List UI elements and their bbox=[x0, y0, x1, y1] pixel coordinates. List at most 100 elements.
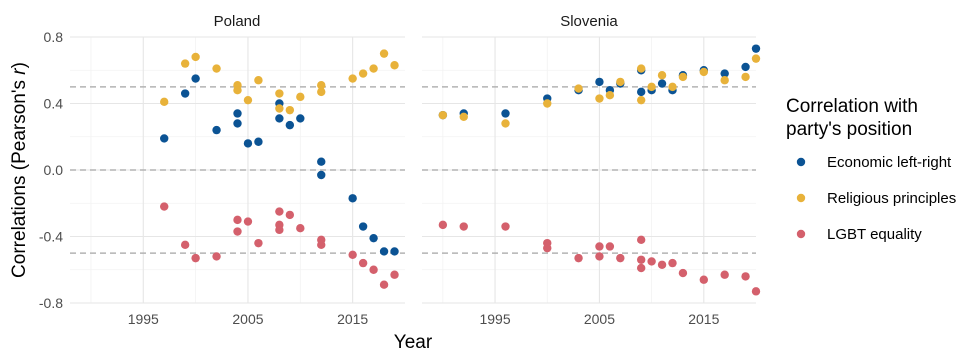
data-point bbox=[647, 82, 656, 92]
data-point bbox=[358, 258, 368, 268]
data-point bbox=[741, 72, 750, 82]
data-point bbox=[720, 270, 729, 279]
y-axis-title: Correlations (Pearson's r) bbox=[9, 62, 30, 278]
data-point bbox=[233, 227, 242, 236]
data-point bbox=[233, 215, 242, 225]
legend-items: Economic left-right Religious principles L… bbox=[796, 154, 956, 243]
legend: Correlation with party's position Econom… bbox=[786, 96, 956, 243]
data-point bbox=[254, 238, 263, 248]
data-point bbox=[741, 62, 750, 72]
data-point bbox=[595, 252, 604, 261]
data-point bbox=[657, 260, 667, 269]
legend-label: Economic left-right bbox=[827, 154, 952, 171]
data-point bbox=[636, 263, 646, 273]
data-point bbox=[285, 105, 295, 115]
x-axis-ticks: 1995 2005 2015 1995 2005 2015 bbox=[128, 311, 720, 327]
legend-label: Religious principles bbox=[827, 190, 956, 207]
data-point bbox=[180, 89, 190, 98]
data-point bbox=[543, 99, 552, 108]
data-point bbox=[379, 247, 389, 256]
data-point bbox=[636, 235, 646, 245]
data-point bbox=[678, 72, 688, 82]
data-point bbox=[275, 114, 284, 123]
data-point bbox=[191, 74, 200, 83]
y-tick-label: 0.0 bbox=[44, 162, 64, 178]
data-point bbox=[275, 207, 284, 216]
data-point bbox=[543, 243, 552, 253]
y-tick-label: 0.4 bbox=[44, 96, 64, 112]
data-point bbox=[574, 253, 583, 263]
data-point bbox=[358, 222, 368, 231]
data-point bbox=[720, 76, 729, 85]
data-point bbox=[369, 265, 378, 274]
data-point bbox=[191, 52, 200, 62]
data-point bbox=[317, 87, 326, 97]
data-point bbox=[668, 258, 677, 268]
data-point bbox=[160, 134, 169, 143]
data-point bbox=[699, 275, 709, 284]
data-point bbox=[438, 110, 448, 120]
data-point bbox=[233, 119, 242, 128]
x-tick-label: 1995 bbox=[128, 311, 159, 327]
legend-key bbox=[796, 157, 806, 167]
data-point bbox=[605, 90, 615, 100]
data-point bbox=[595, 242, 604, 251]
x-tick-label: 1995 bbox=[479, 311, 510, 327]
data-point bbox=[595, 94, 604, 103]
data-point bbox=[369, 233, 378, 243]
data-point bbox=[741, 272, 750, 281]
data-point bbox=[595, 77, 604, 87]
data-point bbox=[657, 71, 667, 80]
legend-key bbox=[796, 229, 806, 239]
y-axis-ticks: -0.8 -0.4 0.0 0.4 0.8 bbox=[39, 29, 63, 311]
data-point bbox=[379, 280, 389, 289]
data-point bbox=[296, 223, 305, 233]
data-point bbox=[501, 222, 510, 231]
data-point bbox=[348, 74, 357, 83]
panel-title-poland: Poland bbox=[214, 13, 261, 30]
y-tick-label: -0.4 bbox=[39, 229, 63, 245]
data-point bbox=[647, 257, 656, 266]
data-point bbox=[275, 104, 284, 113]
data-point bbox=[243, 139, 253, 148]
data-point bbox=[390, 247, 399, 256]
data-point bbox=[605, 242, 615, 251]
data-point bbox=[254, 76, 263, 85]
legend-key bbox=[796, 193, 806, 203]
data-point bbox=[501, 109, 510, 118]
data-point bbox=[233, 86, 242, 95]
data-point bbox=[636, 255, 646, 264]
x-tick-label: 2015 bbox=[337, 311, 368, 327]
data-point bbox=[390, 270, 399, 279]
data-point bbox=[751, 54, 761, 63]
data-point bbox=[459, 222, 468, 231]
data-point bbox=[369, 64, 378, 73]
data-point bbox=[296, 92, 305, 102]
data-point bbox=[285, 120, 295, 130]
data-point bbox=[212, 252, 221, 261]
data-point bbox=[501, 119, 510, 128]
data-point bbox=[243, 95, 253, 105]
data-point bbox=[459, 112, 468, 122]
data-point bbox=[180, 240, 190, 250]
data-point bbox=[616, 77, 625, 87]
data-point bbox=[751, 44, 761, 53]
data-point bbox=[317, 170, 326, 180]
data-point bbox=[657, 79, 667, 88]
data-point bbox=[751, 287, 761, 296]
data-point bbox=[212, 64, 221, 73]
legend-title-line-2: party's position bbox=[786, 119, 912, 140]
x-tick-label: 2015 bbox=[688, 311, 719, 327]
reference-lines bbox=[70, 86, 756, 254]
legend-title-line-1: Correlation with bbox=[786, 96, 918, 117]
y-tick-label: -0.8 bbox=[39, 295, 63, 311]
data-point bbox=[348, 194, 357, 203]
data-point bbox=[275, 225, 284, 235]
data-point bbox=[285, 210, 295, 220]
data-point bbox=[160, 97, 169, 107]
data-point bbox=[160, 202, 169, 211]
data-point bbox=[636, 87, 646, 97]
data-point bbox=[275, 89, 284, 98]
data-point bbox=[678, 268, 688, 278]
